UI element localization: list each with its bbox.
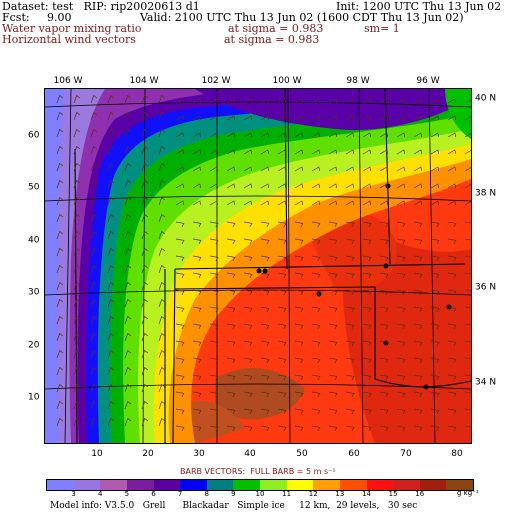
field1-level: at sigma = 0.983: [228, 22, 324, 35]
x-tick: 40: [244, 449, 256, 459]
colorbar-tick: 3: [71, 490, 76, 498]
x-tick: 70: [400, 449, 412, 459]
field1-name: Water vapor mixing ratio: [2, 22, 142, 35]
colorbar-tick: 11: [282, 490, 292, 498]
colorbar-segment: [446, 480, 473, 490]
lon-label: 102 W: [201, 76, 231, 86]
colorbar-segment: [393, 480, 420, 490]
mixing-ratio-map: [44, 88, 472, 444]
colorbar-tick: 13: [335, 490, 345, 498]
y-tick: 60: [28, 130, 40, 141]
colorbar-segment: [366, 480, 394, 490]
colorbar-tick: 15: [388, 490, 398, 498]
lon-label: 106 W: [53, 76, 83, 86]
lat-label: 36 N: [475, 282, 497, 293]
lon-label: 104 W: [129, 76, 159, 86]
lon-label: 96 W: [416, 76, 440, 86]
lon-label: 98 W: [346, 76, 370, 86]
field1-smoothing: sm= 1: [364, 22, 400, 35]
colorbar: [46, 479, 474, 491]
map-canvas: [45, 89, 471, 443]
colorbar-segment: [73, 480, 101, 490]
colorbar-tick: 16: [415, 490, 425, 498]
colorbar-unit: g kg⁻¹: [457, 489, 479, 497]
x-tick: 50: [296, 449, 308, 459]
colorbar-segment: [153, 480, 181, 490]
y-tick: 50: [28, 182, 40, 193]
colorbar-tick: 8: [204, 490, 209, 498]
colorbar-segment: [233, 480, 260, 490]
colorbar-tick: 4: [98, 490, 103, 498]
field2-name: Horizontal wind vectors: [2, 33, 136, 46]
lon-label: 100 W: [272, 76, 302, 86]
colorbar-tick: 6: [151, 490, 156, 498]
colorbar-segment: [180, 480, 207, 490]
y-tick: 40: [28, 235, 40, 246]
model-info: Model info: V3.5.0 Grell Blackadar Simpl…: [50, 501, 418, 511]
colorbar-segment: [206, 480, 234, 490]
lat-label: 34 N: [475, 377, 497, 388]
valid-time: Valid: 2100 UTC Thu 13 Jun 02 (1600 CDT …: [140, 11, 464, 24]
lat-label: 38 N: [475, 188, 497, 199]
lat-label: 40 N: [475, 93, 497, 104]
colorbar-segment: [100, 480, 127, 490]
colorbar-segment: [419, 480, 447, 490]
colorbar-segment: [126, 480, 154, 490]
x-tick: 60: [348, 449, 360, 459]
colorbar-tick: 9: [231, 490, 236, 498]
y-tick: 30: [28, 287, 40, 298]
barb-vectors-note: BARB VECTORS: FULL BARB = 5 m s⁻¹: [180, 467, 336, 476]
colorbar-segment: [260, 480, 287, 490]
colorbar-tick: 14: [362, 490, 371, 498]
field2-level: at sigma = 0.983: [224, 33, 320, 46]
colorbar-tick: 5: [124, 490, 130, 498]
colorbar-segment: [313, 480, 340, 490]
init-time: Init: 1200 UTC Thu 13 Jun 02: [336, 0, 502, 13]
colorbar-segment: [339, 480, 367, 490]
x-tick: 80: [451, 449, 463, 459]
x-tick: 10: [91, 449, 103, 459]
y-tick: 20: [28, 340, 40, 351]
colorbar-tick: 12: [308, 490, 318, 498]
y-tick: 10: [28, 392, 40, 403]
colorbar-tick: 7: [177, 490, 183, 498]
dataset-label: Dataset: test RIP: rip20020613 d1: [2, 0, 200, 13]
colorbar-segment: [286, 480, 314, 490]
x-tick: 20: [142, 449, 154, 459]
colorbar-tick: 10: [255, 490, 265, 498]
x-tick: 30: [193, 449, 205, 459]
colorbar-segment: [47, 480, 74, 490]
forecast-hour: Fcst: 9.00: [2, 11, 72, 24]
